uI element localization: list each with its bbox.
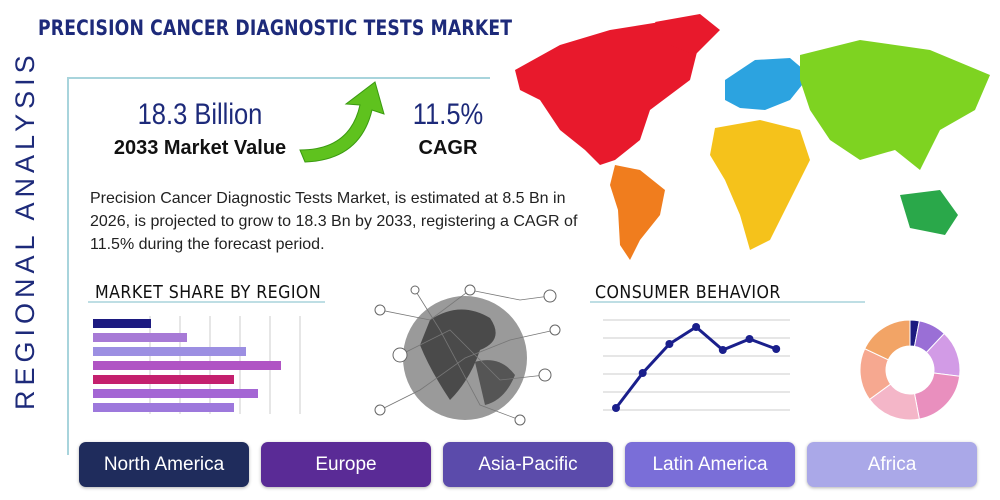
growth-arrow [299, 81, 385, 163]
line-grid [603, 319, 790, 411]
section-title: MARKET SHARE BY REGION [95, 282, 322, 303]
bar [93, 389, 258, 398]
bar [93, 319, 151, 328]
stat-value: 18.3 Billion [137, 98, 263, 131]
region-button[interactable]: Europe [261, 442, 431, 487]
bar [93, 375, 234, 384]
region-button[interactable]: North America [79, 442, 249, 487]
section-title: CONSUMER BEHAVIOR [595, 282, 781, 303]
frame [67, 77, 490, 455]
stat-label: CAGR [418, 137, 478, 159]
bar [93, 403, 234, 412]
network-globe [374, 284, 561, 426]
region-button[interactable]: Latin America [625, 442, 795, 487]
point [612, 404, 620, 412]
page-title: PRECISION CANCER DIAGNOSTIC TESTS MARKET [38, 16, 513, 40]
point [718, 346, 727, 354]
donut-slice [864, 319, 911, 361]
region-button[interactable]: Africa [807, 442, 977, 487]
bar [93, 361, 281, 370]
world-map [515, 14, 990, 260]
stat-label: 2033 Market Value [113, 137, 287, 159]
point [745, 335, 754, 343]
point [772, 345, 781, 353]
point [692, 323, 701, 331]
charts [93, 319, 961, 421]
donut-slice [913, 372, 961, 420]
region-button[interactable]: Asia-Pacific [443, 442, 613, 487]
stat-value: 11.5% [412, 98, 484, 131]
bar [93, 347, 246, 356]
bar [93, 333, 187, 342]
side-label: REGIONAL ANALYSIS [10, 50, 40, 410]
point [638, 369, 647, 377]
point [665, 340, 674, 348]
description: Precision Cancer Diagnostic Tests Market… [90, 190, 578, 253]
